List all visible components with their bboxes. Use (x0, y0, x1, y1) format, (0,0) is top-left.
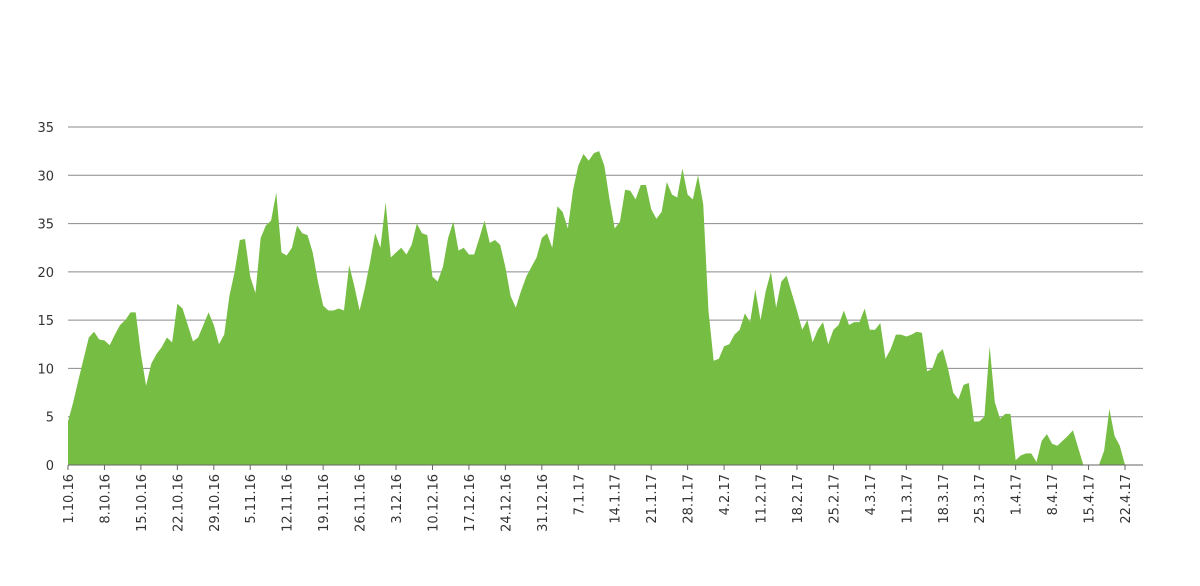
x-tick-label: 29.10.16 (208, 474, 223, 532)
x-tick-label: 11.2.17 (755, 474, 770, 524)
x-tick-label: 1.4.17 (1010, 474, 1025, 515)
x-tick-label: 28.1.17 (682, 474, 697, 524)
x-tick-label: 3.12.16 (390, 474, 405, 524)
x-tick-label: 10.12.16 (426, 474, 441, 532)
y-tick-label: 20 (37, 266, 54, 281)
y-tick-label: 0 (46, 459, 54, 474)
x-tick-label: 15.10.16 (135, 474, 150, 532)
x-tick-label: 19.11.16 (317, 474, 332, 532)
y-tick-label: 15 (37, 314, 54, 329)
x-tick-label: 8.4.17 (1046, 474, 1061, 515)
x-tick-label: 24.12.16 (499, 474, 514, 532)
x-tick-label: 25.3.17 (973, 474, 988, 524)
y-tick-label: 30 (37, 169, 54, 184)
x-tick-label: 4.3.17 (864, 474, 879, 515)
x-tick-label: 22.4.17 (1119, 474, 1134, 524)
y-tick-label: 35 (37, 218, 54, 233)
x-tick-label: 22.10.16 (171, 474, 186, 532)
x-tick-label: 7.1.17 (572, 474, 587, 515)
x-tick-label: 5.11.16 (244, 474, 259, 524)
y-tick-label: 35 (37, 121, 54, 136)
x-tick-label: 11.3.17 (900, 474, 915, 524)
x-tick-label: 21.1.17 (645, 474, 660, 524)
x-tick-label: 17.12.16 (463, 474, 478, 532)
x-tick-label: 4.2.17 (718, 474, 733, 515)
x-tick-label: 25.2.17 (827, 474, 842, 524)
x-tick-label: 12.11.16 (281, 474, 296, 532)
x-tick-label: 15.4.17 (1083, 474, 1098, 524)
x-tick-label: 18.3.17 (937, 474, 952, 524)
x-tick-label: 18.2.17 (791, 474, 806, 524)
x-tick-label: 31.12.16 (536, 474, 551, 532)
x-tick-label: 8.10.16 (98, 474, 113, 524)
x-tick-label: 14.1.17 (609, 474, 624, 524)
x-tick-label: 26.11.16 (354, 474, 369, 532)
x-tick-label: 1.10.16 (62, 474, 77, 524)
y-tick-label: 5 (46, 411, 54, 426)
area (68, 151, 1125, 465)
y-tick-label: 10 (37, 362, 54, 377)
